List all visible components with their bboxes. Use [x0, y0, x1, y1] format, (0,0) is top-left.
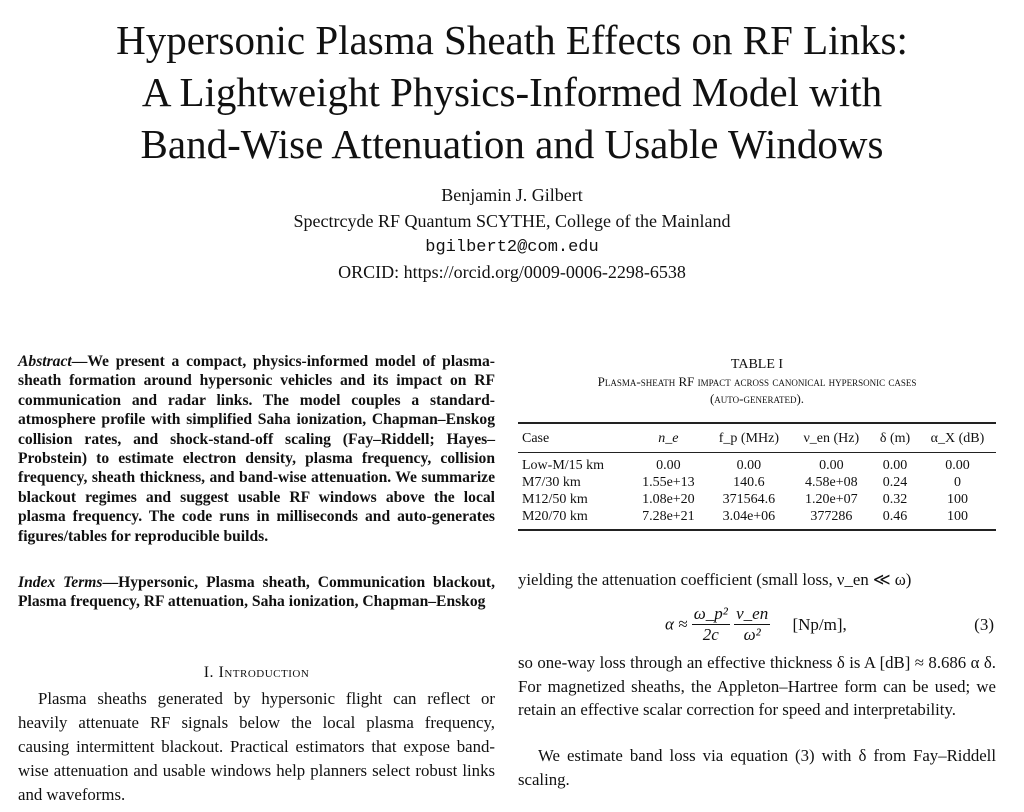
equation-denominator: ω² [743, 625, 761, 644]
table-cell: 0.46 [871, 508, 919, 531]
table-cell: 0.24 [882, 475, 908, 490]
table-cell: 371564.6 [722, 492, 776, 507]
column-header: α_X (dB) [918, 422, 996, 453]
paragraph: yielding the attenuation coefficient (sm… [518, 570, 912, 589]
table-cell: 1.55e+13 [642, 475, 695, 490]
table-row: M20/70 km 7.28e+21 3.04e+06 377286 0.46 100 [518, 508, 996, 531]
title-line: Hypersonic Plasma Sheath Effects on RF L… [116, 17, 908, 63]
table-cell: 100 [918, 508, 996, 531]
introduction-paragraph: Plasma sheaths generated by hypersonic f… [18, 689, 495, 804]
table-cell: 0.00 [656, 458, 681, 473]
table-cell: 7.28e+21 [630, 508, 707, 531]
table-cell: M20/70 km [518, 508, 631, 531]
table-cell: 0.00 [945, 458, 970, 473]
table-caption-2: (auto-generated). [709, 391, 805, 406]
affiliation: Spectrcyde RF Quantum SCYTHE, College of… [293, 211, 731, 231]
title-line: A Lightweight Physics-Informed Model wit… [141, 69, 883, 115]
title-line: Band-Wise Attenuation and Usable Windows [140, 121, 884, 167]
abstract-text: —We present a compact, physics-informed … [18, 353, 495, 545]
column-header: Case [518, 422, 631, 453]
equation-numerator: ω_p² [691, 604, 730, 625]
equation-3: α ≈ ω_p² 2c ν_en ω² [Np/m], (3) [518, 602, 996, 652]
column-header: n_e [630, 422, 707, 453]
index-terms-label: Index Terms [18, 574, 103, 591]
table-row: M12/50 km 1.08e+20 371564.6 1.20e+07 0.32 100 [518, 491, 996, 508]
orcid: ORCID: https://orcid.org/0009-0006-2298-… [338, 262, 686, 282]
section-heading-introduction: I. Introduction [203, 664, 310, 681]
email: bgilbert2@com.edu [425, 238, 599, 257]
table-caption: Plasma-sheath RF impact across canonical… [597, 374, 917, 389]
table-row: M7/30 km 1.55e+13 140.6 4.58e+08 0.24 0 [518, 474, 996, 491]
index-terms-text: —Hypersonic, Plasma sheath, Communicatio… [18, 574, 496, 611]
paragraph: We estimate band loss via equation (3) w… [518, 746, 996, 789]
equation-number: (3) [974, 615, 994, 634]
column-header: δ (m) [871, 422, 919, 453]
author-name: Benjamin J. Gilbert [441, 185, 583, 205]
table-cell: 0.32 [882, 492, 908, 507]
equation-denominator: 2c [702, 625, 719, 644]
table-cell: 140.6 [733, 475, 765, 490]
table-cell: 377286 [791, 508, 872, 531]
table-cell: M12/50 km [522, 492, 588, 507]
index-terms: Index Terms—Hypersonic, Plasma sheath, C… [18, 573, 495, 612]
table-cell: 3.04e+06 [706, 508, 792, 531]
table-cell: 4.58e+08 [805, 475, 858, 490]
table-cell: 0.00 [882, 458, 908, 473]
table-cell: Low-M/15 km [522, 458, 605, 473]
table-cell: M7/30 km [522, 475, 581, 490]
table-cell: 0.00 [736, 458, 762, 473]
paper-title: Hypersonic Plasma Sheath Effects on RF L… [0, 14, 1024, 170]
table-row: Low-M/15 km 0.00 0.00 0.00 0.00 0.00 [518, 453, 996, 475]
equation-lhs: α ≈ [665, 614, 688, 634]
table-cell: 0.00 [819, 458, 844, 473]
results-table: Case n_e f_p (MHz) ν_en (Hz) δ (m) α_X (… [518, 422, 996, 531]
abstract: Abstract—We present a compact, physics-i… [18, 352, 495, 546]
table-cell: 1.20e+07 [805, 492, 858, 507]
paragraph: so one-way loss through an effective thi… [518, 653, 996, 719]
equation-numerator: ν_en [734, 604, 771, 625]
table-label: TABLE I [730, 357, 784, 372]
column-header: f_p (MHz) [706, 422, 792, 453]
table-cell: 100 [946, 492, 968, 507]
table-header-row: Case n_e f_p (MHz) ν_en (Hz) δ (m) α_X (… [518, 422, 996, 453]
abstract-label: Abstract [18, 353, 72, 370]
equation-units: [Np/m], [792, 614, 847, 634]
column-header: ν_en (Hz) [791, 422, 872, 453]
table-cell: 0 [953, 475, 961, 490]
table-cell: 1.08e+20 [642, 492, 695, 507]
